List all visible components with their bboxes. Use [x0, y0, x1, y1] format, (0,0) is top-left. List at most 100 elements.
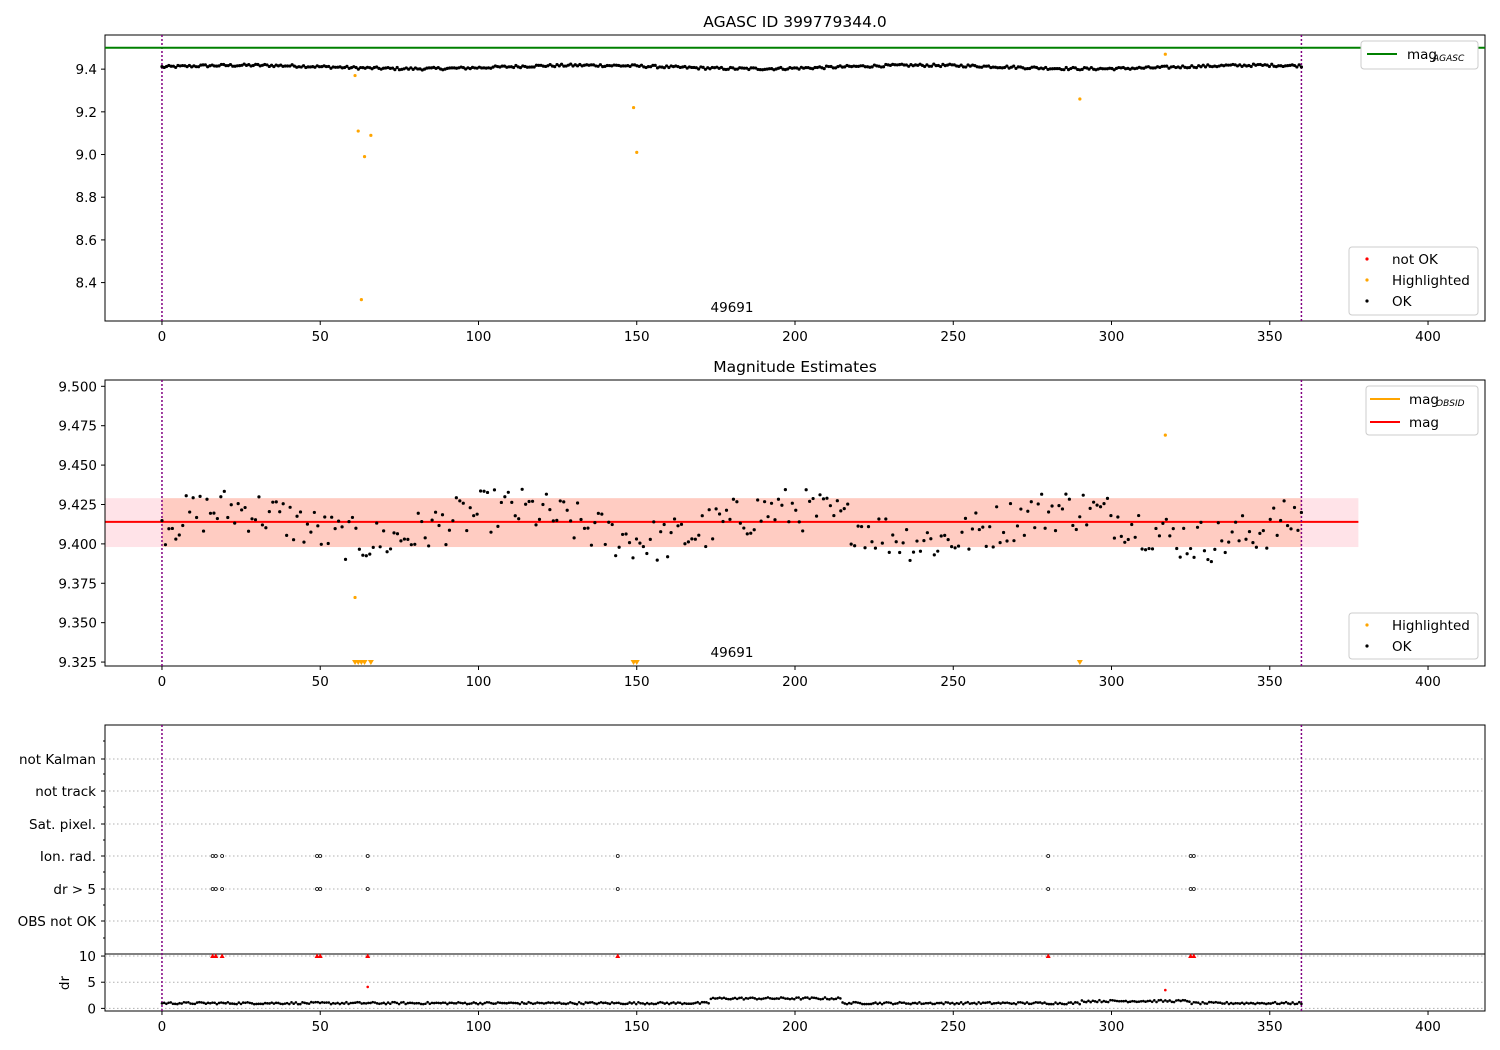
panel1-line-legend — [1360, 40, 1479, 70]
dr-point — [632, 1001, 636, 1004]
dr-point — [777, 997, 781, 1000]
panel2-ok-point — [264, 526, 268, 530]
panel1-ok-point — [619, 64, 623, 68]
panel2-ok-point — [995, 505, 999, 509]
dr-point — [402, 1000, 405, 1004]
dr-point — [713, 997, 717, 1000]
dr-point — [1089, 1000, 1092, 1004]
legend-point-swatch — [1365, 257, 1369, 261]
panel2-ok-point — [1143, 548, 1148, 552]
panel2-ok-point — [1088, 506, 1092, 510]
dr-point — [301, 1001, 304, 1004]
dr-point — [294, 1001, 298, 1004]
dr-point — [533, 1002, 537, 1005]
legend-point-label: OK — [1392, 639, 1413, 655]
dr-point — [1170, 1000, 1174, 1004]
dr-point — [224, 1002, 227, 1005]
panel2-ok-point — [562, 500, 566, 504]
panel2-ok-point — [1098, 505, 1103, 509]
dr-point — [283, 1002, 287, 1005]
dr-point — [553, 1001, 557, 1005]
dr-point — [784, 997, 787, 1000]
dr-point — [601, 1001, 605, 1005]
panel1-ok-point — [628, 64, 632, 68]
panel1-ok-point — [1089, 65, 1093, 70]
panel1-ok-point — [1201, 63, 1205, 67]
panel2-ok-point — [707, 508, 711, 512]
panel1-xtick-label: 0 — [158, 329, 167, 345]
dr-point — [509, 1001, 513, 1004]
panel2-ok-point — [717, 512, 722, 516]
dr-point — [751, 996, 754, 999]
dr-point — [990, 1002, 994, 1006]
panel1-ok-point — [1256, 62, 1260, 67]
panel1-ok-point — [201, 63, 205, 67]
dr-point — [255, 1002, 258, 1006]
panel2-ok-point — [683, 542, 687, 546]
dr-point — [426, 1000, 429, 1004]
dr-point — [1049, 1002, 1053, 1006]
dr-point — [312, 1001, 315, 1004]
panel1-ok-point — [480, 66, 484, 70]
panel1-ok-point — [528, 65, 532, 69]
panel2-ok-point — [600, 512, 604, 516]
panel1-ok-point — [559, 62, 564, 66]
dr-point — [360, 1002, 364, 1005]
dr-point — [630, 1002, 634, 1005]
dr-point — [663, 1002, 667, 1005]
dr-point — [1038, 1001, 1042, 1004]
panel2-ok-point — [724, 508, 729, 512]
dr-point — [257, 1002, 260, 1006]
panel2-ok-point — [603, 542, 607, 547]
dr-point — [1179, 999, 1182, 1003]
dr-point — [487, 1001, 491, 1004]
dr-point — [393, 1000, 396, 1004]
dr-point — [792, 997, 796, 1001]
dr-point — [173, 1002, 177, 1006]
dr-point — [722, 996, 726, 1000]
flag-point — [1046, 887, 1051, 891]
dr-point — [228, 1002, 232, 1005]
dr-point — [1100, 1000, 1103, 1004]
panel2-ok-point — [697, 533, 701, 537]
dr-point — [988, 1000, 991, 1004]
panel1-ok-point — [831, 66, 835, 70]
panel1-ok-point — [354, 65, 358, 70]
dr-point — [1126, 1000, 1130, 1004]
panel1-ok-point — [345, 64, 349, 68]
panel2-xtick-label: 50 — [312, 674, 329, 690]
flag-point — [1191, 887, 1196, 891]
dr-point — [948, 1002, 952, 1005]
dr-point — [966, 1000, 970, 1004]
panel1-ok-point — [283, 64, 287, 68]
dr-point — [937, 1001, 941, 1005]
dr-point — [369, 1001, 372, 1005]
dr-clipped-marker — [210, 953, 216, 959]
panel1-highlighted-point — [635, 150, 639, 154]
panel2-xtick-label: 100 — [466, 674, 492, 690]
dr-point — [505, 1002, 508, 1005]
panel2-ok-point — [998, 541, 1002, 545]
dr-point — [891, 1002, 895, 1006]
panel2-ok-point — [170, 526, 174, 531]
panel2-ok-point — [1237, 539, 1241, 543]
panel2-ok-point — [884, 517, 888, 521]
dr-point — [959, 1001, 963, 1004]
dr-point — [788, 997, 792, 1001]
flag-label: Ion. rad. — [40, 849, 96, 865]
flag-point — [615, 887, 620, 891]
panel1-ok-point — [1149, 66, 1153, 70]
panel1-ok-point — [512, 65, 516, 70]
panel2-ok-point — [849, 542, 853, 546]
panel1-ok-point — [751, 66, 755, 70]
dr-point — [775, 997, 779, 1000]
panel1-ok-point — [537, 63, 541, 67]
dr-point — [854, 1000, 858, 1004]
dr-point — [573, 1002, 577, 1006]
panel1-ok-point — [1249, 64, 1253, 69]
dr-point — [525, 1002, 528, 1006]
dr-point — [595, 1002, 598, 1006]
panel1-ok-point — [285, 64, 290, 68]
panel2-ok-point — [1060, 507, 1065, 511]
panel2-ok-point — [499, 500, 503, 505]
